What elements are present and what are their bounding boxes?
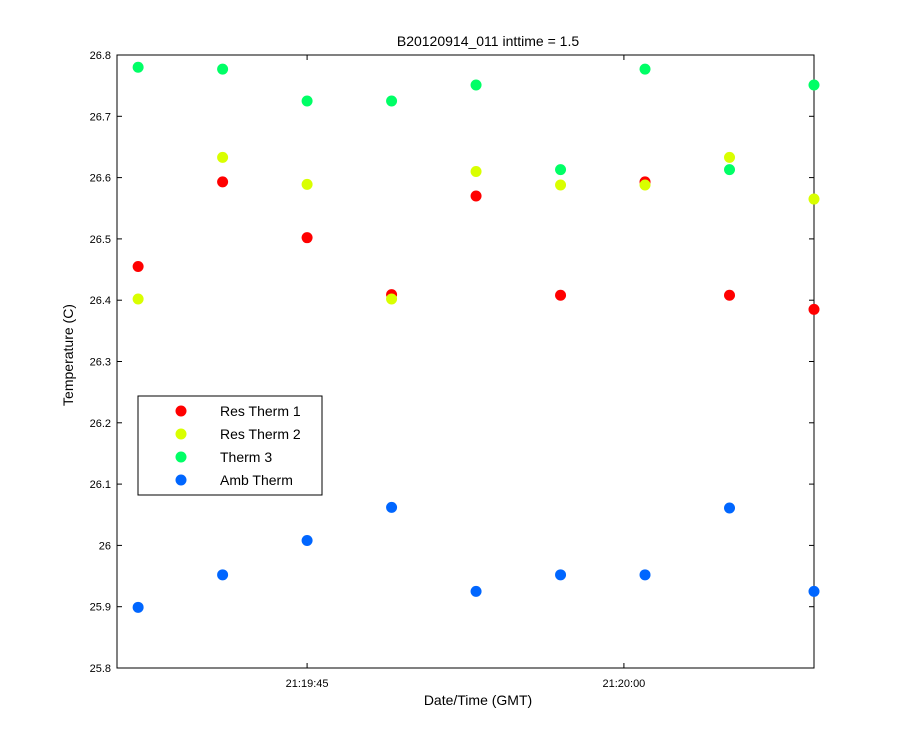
point-amb-therm (301, 534, 313, 546)
point-amb-therm (132, 601, 144, 613)
point-amb-therm (639, 569, 651, 581)
y-tick-label: 25.9 (90, 602, 111, 614)
point-res-therm-2 (639, 179, 651, 191)
point-therm-3 (808, 79, 820, 91)
y-tick-label: 26.4 (90, 295, 111, 307)
point-res-therm-2 (132, 293, 144, 305)
point-therm-3 (132, 61, 144, 73)
x-axis: 21:19:45 21:20:00 (286, 55, 645, 690)
y-tick-label: 26 (99, 540, 111, 552)
y-axis: 25.8 25.9 26 26.1 26.2 26.3 26.4 26.5 26.6 26.7 26… (90, 50, 814, 675)
point-amb-therm (386, 501, 398, 513)
legend: Res Therm 1 Res Therm 2 Therm 3 Amb Ther… (137, 395, 323, 496)
legend-marker-res-therm-1 (175, 405, 187, 417)
legend-label-res-therm-1: Res Therm 1 (220, 403, 301, 419)
y-tick-label: 26.6 (90, 173, 111, 185)
point-res-therm-1 (217, 176, 229, 188)
y-tick-label: 26.3 (90, 357, 111, 369)
plot-area (116, 54, 815, 669)
y-tick-label: 26.8 (90, 50, 111, 62)
y-tick-label: 26.1 (90, 479, 111, 491)
legend-label-amb-therm: Amb Therm (220, 472, 293, 488)
point-amb-therm (217, 569, 229, 581)
point-therm-3 (724, 164, 736, 176)
point-amb-therm (555, 569, 567, 581)
point-amb-therm (724, 502, 736, 514)
x-axis-title: Date/Time (GMT) (424, 692, 532, 708)
y-tick-label: 25.8 (90, 663, 111, 675)
point-res-therm-2 (301, 178, 313, 190)
point-therm-3 (386, 95, 398, 107)
point-therm-3 (555, 164, 567, 176)
point-res-therm-2 (470, 165, 482, 177)
point-therm-3 (470, 79, 482, 91)
point-res-therm-2 (555, 179, 567, 191)
point-res-therm-2 (217, 151, 229, 163)
y-tick-label: 26.2 (90, 418, 111, 430)
legend-marker-amb-therm (175, 474, 187, 486)
point-therm-3 (301, 95, 313, 107)
point-res-therm-1 (301, 232, 313, 244)
y-tick-label: 26.5 (90, 234, 111, 246)
point-therm-3 (639, 63, 651, 75)
legend-label-res-therm-2: Res Therm 2 (220, 426, 301, 442)
point-res-therm-1 (724, 289, 736, 301)
point-amb-therm (470, 585, 482, 597)
point-res-therm-2 (808, 193, 820, 205)
point-therm-3 (217, 63, 229, 75)
legend-label-therm-3: Therm 3 (220, 449, 272, 465)
point-amb-therm (808, 585, 820, 597)
chart-title: B20120914_011 inttime = 1.5 (397, 33, 579, 49)
point-res-therm-1 (555, 289, 567, 301)
x-tick-label: 21:19:45 (286, 678, 329, 690)
y-tick-label: 26.7 (90, 111, 111, 123)
point-res-therm-1 (808, 303, 820, 315)
point-res-therm-2 (386, 293, 398, 305)
point-res-therm-1 (132, 260, 144, 272)
legend-marker-therm-3 (175, 451, 187, 463)
y-axis-title: Temperature (C) (60, 304, 76, 406)
data-points (132, 61, 820, 613)
legend-marker-res-therm-2 (175, 428, 187, 440)
point-res-therm-2 (724, 151, 736, 163)
point-res-therm-1 (470, 190, 482, 202)
x-tick-label: 21:20:00 (602, 678, 645, 690)
legend-box (137, 395, 323, 496)
